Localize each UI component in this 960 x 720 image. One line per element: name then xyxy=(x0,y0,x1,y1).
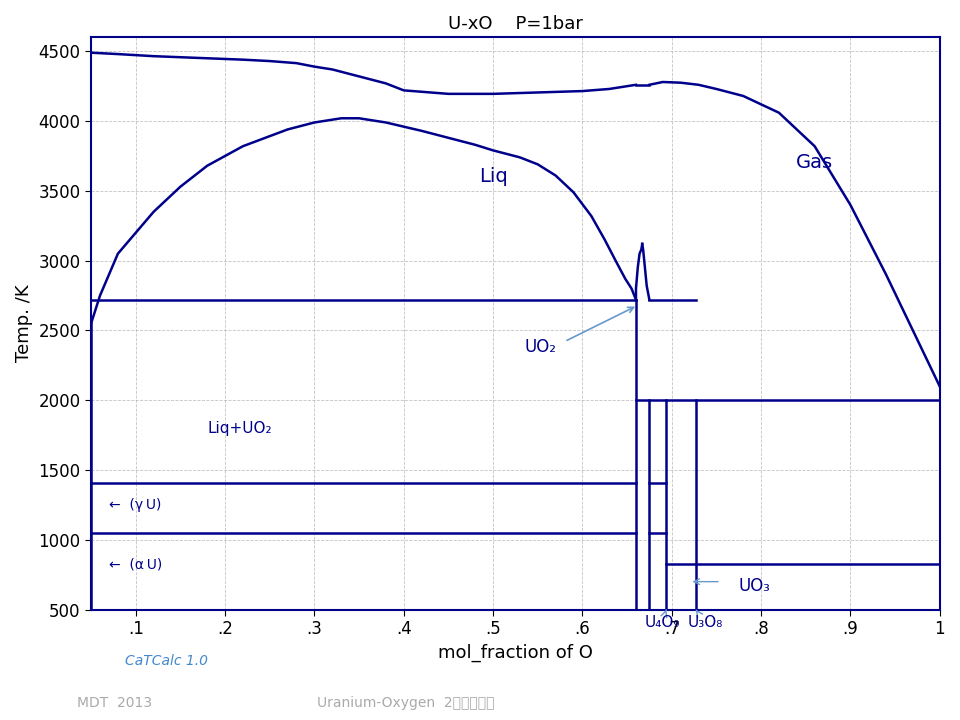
Text: Uranium-Oxygen  2元系状態図: Uranium-Oxygen 2元系状態図 xyxy=(317,696,494,710)
X-axis label: mol_fraction of O: mol_fraction of O xyxy=(438,644,593,662)
Text: ←  (γ U): ← (γ U) xyxy=(109,498,161,512)
Text: Gas: Gas xyxy=(796,153,833,173)
Title: U-xO    P=1bar: U-xO P=1bar xyxy=(448,15,583,33)
Text: UO₂: UO₂ xyxy=(524,338,557,356)
Y-axis label: Temp. /K: Temp. /K xyxy=(15,284,33,362)
Text: UO₃: UO₃ xyxy=(738,577,771,595)
Text: Liq+UO₂: Liq+UO₂ xyxy=(207,420,272,436)
Text: ←  (α U): ← (α U) xyxy=(109,558,162,572)
Text: MDT  2013: MDT 2013 xyxy=(77,696,152,710)
Text: U₄O₉: U₄O₉ xyxy=(644,610,680,630)
Text: CaTCalc 1.0: CaTCalc 1.0 xyxy=(125,654,207,668)
Text: Liq: Liq xyxy=(479,168,508,186)
Text: U₃O₈: U₃O₈ xyxy=(687,610,722,630)
